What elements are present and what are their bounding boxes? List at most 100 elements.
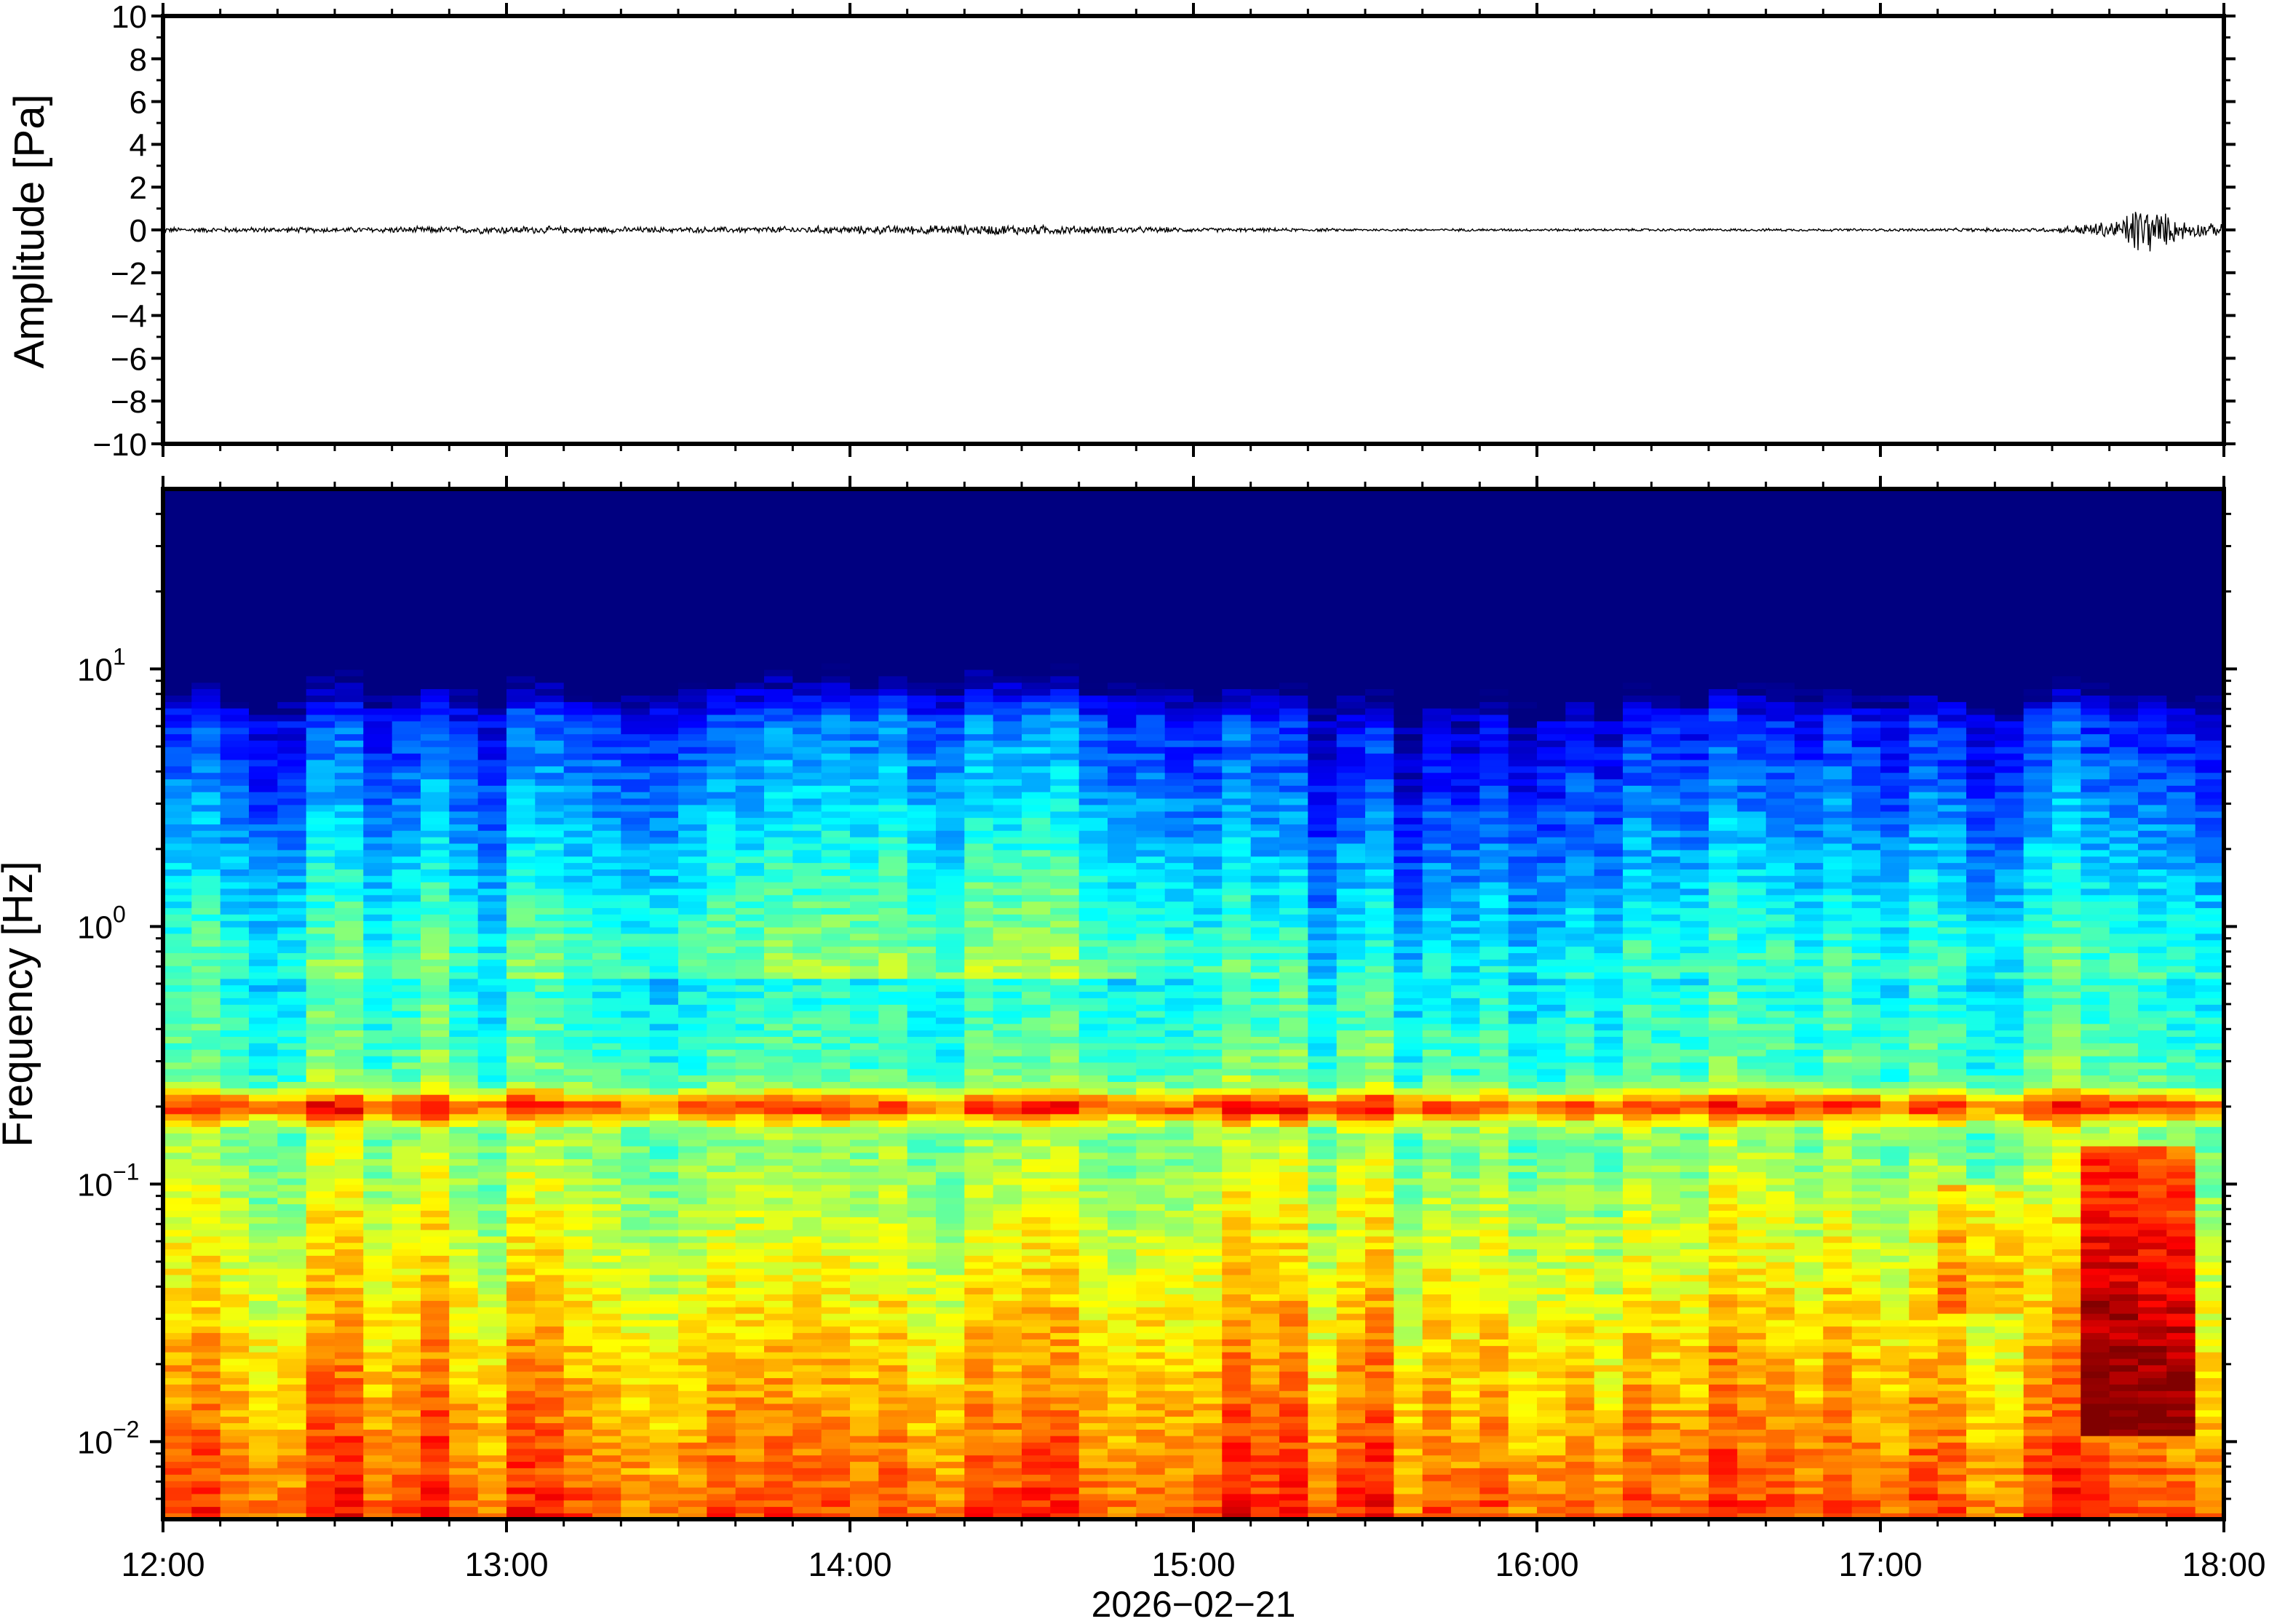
spectrogram-cell xyxy=(621,1139,651,1147)
spectrogram-cell xyxy=(649,540,679,548)
spectrogram-cell xyxy=(621,1158,651,1166)
spectrogram-cell xyxy=(392,1390,421,1398)
spectrogram-cell xyxy=(964,1294,994,1301)
spectrogram-cell xyxy=(277,1319,307,1327)
spectrogram-cell xyxy=(277,1326,307,1334)
spectrogram-cell xyxy=(249,669,279,677)
spectrogram-cell xyxy=(735,1339,765,1346)
spectrogram-cell xyxy=(477,1454,507,1462)
spectrogram-cell xyxy=(592,663,622,670)
spectrogram-cell xyxy=(477,862,507,869)
spectrogram-cell xyxy=(163,1461,193,1468)
spectrogram-cell xyxy=(850,1262,880,1269)
spectrogram-cell xyxy=(563,540,593,548)
spectrogram-cell xyxy=(421,1396,450,1404)
spectrogram-cell xyxy=(993,1010,1022,1018)
spectrogram-cell xyxy=(993,1390,1022,1398)
spectrogram-cell xyxy=(850,926,880,934)
spectrogram-cell xyxy=(563,817,593,825)
spectrogram-cell xyxy=(850,688,880,696)
spectrogram-cell xyxy=(821,1429,851,1436)
spectrogram-cell xyxy=(649,534,679,541)
spectrogram-cell xyxy=(163,752,193,760)
spectrogram-cell xyxy=(936,1326,966,1334)
spectrogram-cell xyxy=(477,1332,507,1340)
spectrogram-cell xyxy=(621,1396,651,1404)
spectrogram-cell xyxy=(649,508,679,516)
spectrogram-cell xyxy=(792,1332,822,1340)
spectrogram-cell xyxy=(421,1235,450,1243)
spectrogram-cell xyxy=(449,1120,479,1127)
spectrogram-cell xyxy=(936,1513,966,1519)
spectrogram-cell xyxy=(191,682,221,690)
spectrogram-cell xyxy=(964,573,994,580)
spectrogram-cell xyxy=(707,1409,736,1417)
spectrogram-cell xyxy=(964,1190,994,1198)
spectrogram-cell xyxy=(964,1222,994,1230)
spectrogram-cell xyxy=(363,663,393,670)
spectrogram-cell xyxy=(964,489,994,496)
spectrogram-cell xyxy=(649,1480,679,1488)
spectrogram-cell xyxy=(792,1461,822,1468)
spectrogram-cell xyxy=(936,605,966,612)
spectrogram-cell xyxy=(592,1351,622,1359)
spectrogram-cell xyxy=(191,495,221,503)
spectrogram-cell xyxy=(421,1300,450,1307)
spectrogram-cell xyxy=(335,946,365,953)
spectrogram-cell xyxy=(907,830,937,837)
spectrogram-cell xyxy=(449,1184,479,1192)
spectrogram-cell xyxy=(1022,1390,1052,1398)
spectrogram-cell xyxy=(707,875,736,883)
spectrogram-cell xyxy=(649,624,679,632)
spectrogram-cell xyxy=(821,1461,851,1468)
spectrogram-cell xyxy=(477,650,507,657)
spectrogram-cell xyxy=(220,894,250,902)
spectrogram-cell xyxy=(249,971,279,979)
spectrogram-cell xyxy=(993,959,1022,966)
spectrogram-cell xyxy=(735,849,765,857)
spectrogram-cell xyxy=(907,792,937,799)
spectrogram-cell xyxy=(1022,1409,1052,1417)
spectrogram-cell xyxy=(649,817,679,825)
spectrogram-cell xyxy=(277,959,307,966)
spectrogram-cell xyxy=(964,926,994,934)
spectrogram-cell xyxy=(792,1384,822,1391)
spectrogram-cell xyxy=(335,1396,365,1404)
spectrogram-cell xyxy=(764,540,794,548)
spectrogram-cell xyxy=(477,1384,507,1391)
spectrogram-cell xyxy=(592,1506,622,1513)
spectrogram-cell xyxy=(764,1133,794,1140)
spectrogram-cell xyxy=(220,720,250,728)
spectrogram-cell xyxy=(993,508,1022,516)
spectrogram-cell xyxy=(392,888,421,896)
spectrogram-cell xyxy=(449,1062,479,1070)
spectrogram-cell xyxy=(850,881,880,889)
spectrogram-cell xyxy=(220,1030,250,1037)
spectrogram-cell xyxy=(792,630,822,638)
spectrogram-cell xyxy=(535,553,565,561)
spectrogram-cell xyxy=(506,881,536,889)
spectrogram-cell xyxy=(850,830,880,837)
spectrogram-cell xyxy=(878,1222,908,1230)
spectrogram-cell xyxy=(707,1468,736,1475)
spectrogram-cell xyxy=(306,1267,335,1275)
spectrogram-cell xyxy=(449,926,479,934)
spectrogram-cell xyxy=(936,1010,966,1018)
spectrogram-cell xyxy=(993,765,1022,773)
spectrogram-cell xyxy=(707,792,736,799)
spectrogram-cell xyxy=(363,843,393,851)
spectrogram-cell xyxy=(878,1274,908,1282)
spectrogram-cell xyxy=(163,1390,193,1398)
spectrogram-cell xyxy=(220,1100,250,1108)
spectrogram-cell xyxy=(821,965,851,973)
spectrogram-cell xyxy=(735,566,765,573)
spectrogram-cell xyxy=(506,598,536,606)
spectrogram-cell xyxy=(506,836,536,844)
spectrogram-cell xyxy=(678,1165,708,1172)
spectrogram-cell xyxy=(821,540,851,548)
spectrogram-cell xyxy=(1022,1436,1052,1443)
spectrogram-cell xyxy=(220,817,250,825)
spectrogram-cell xyxy=(563,1384,593,1391)
spectrogram-cell xyxy=(678,1178,708,1185)
spectrogram-cell xyxy=(678,1332,708,1340)
